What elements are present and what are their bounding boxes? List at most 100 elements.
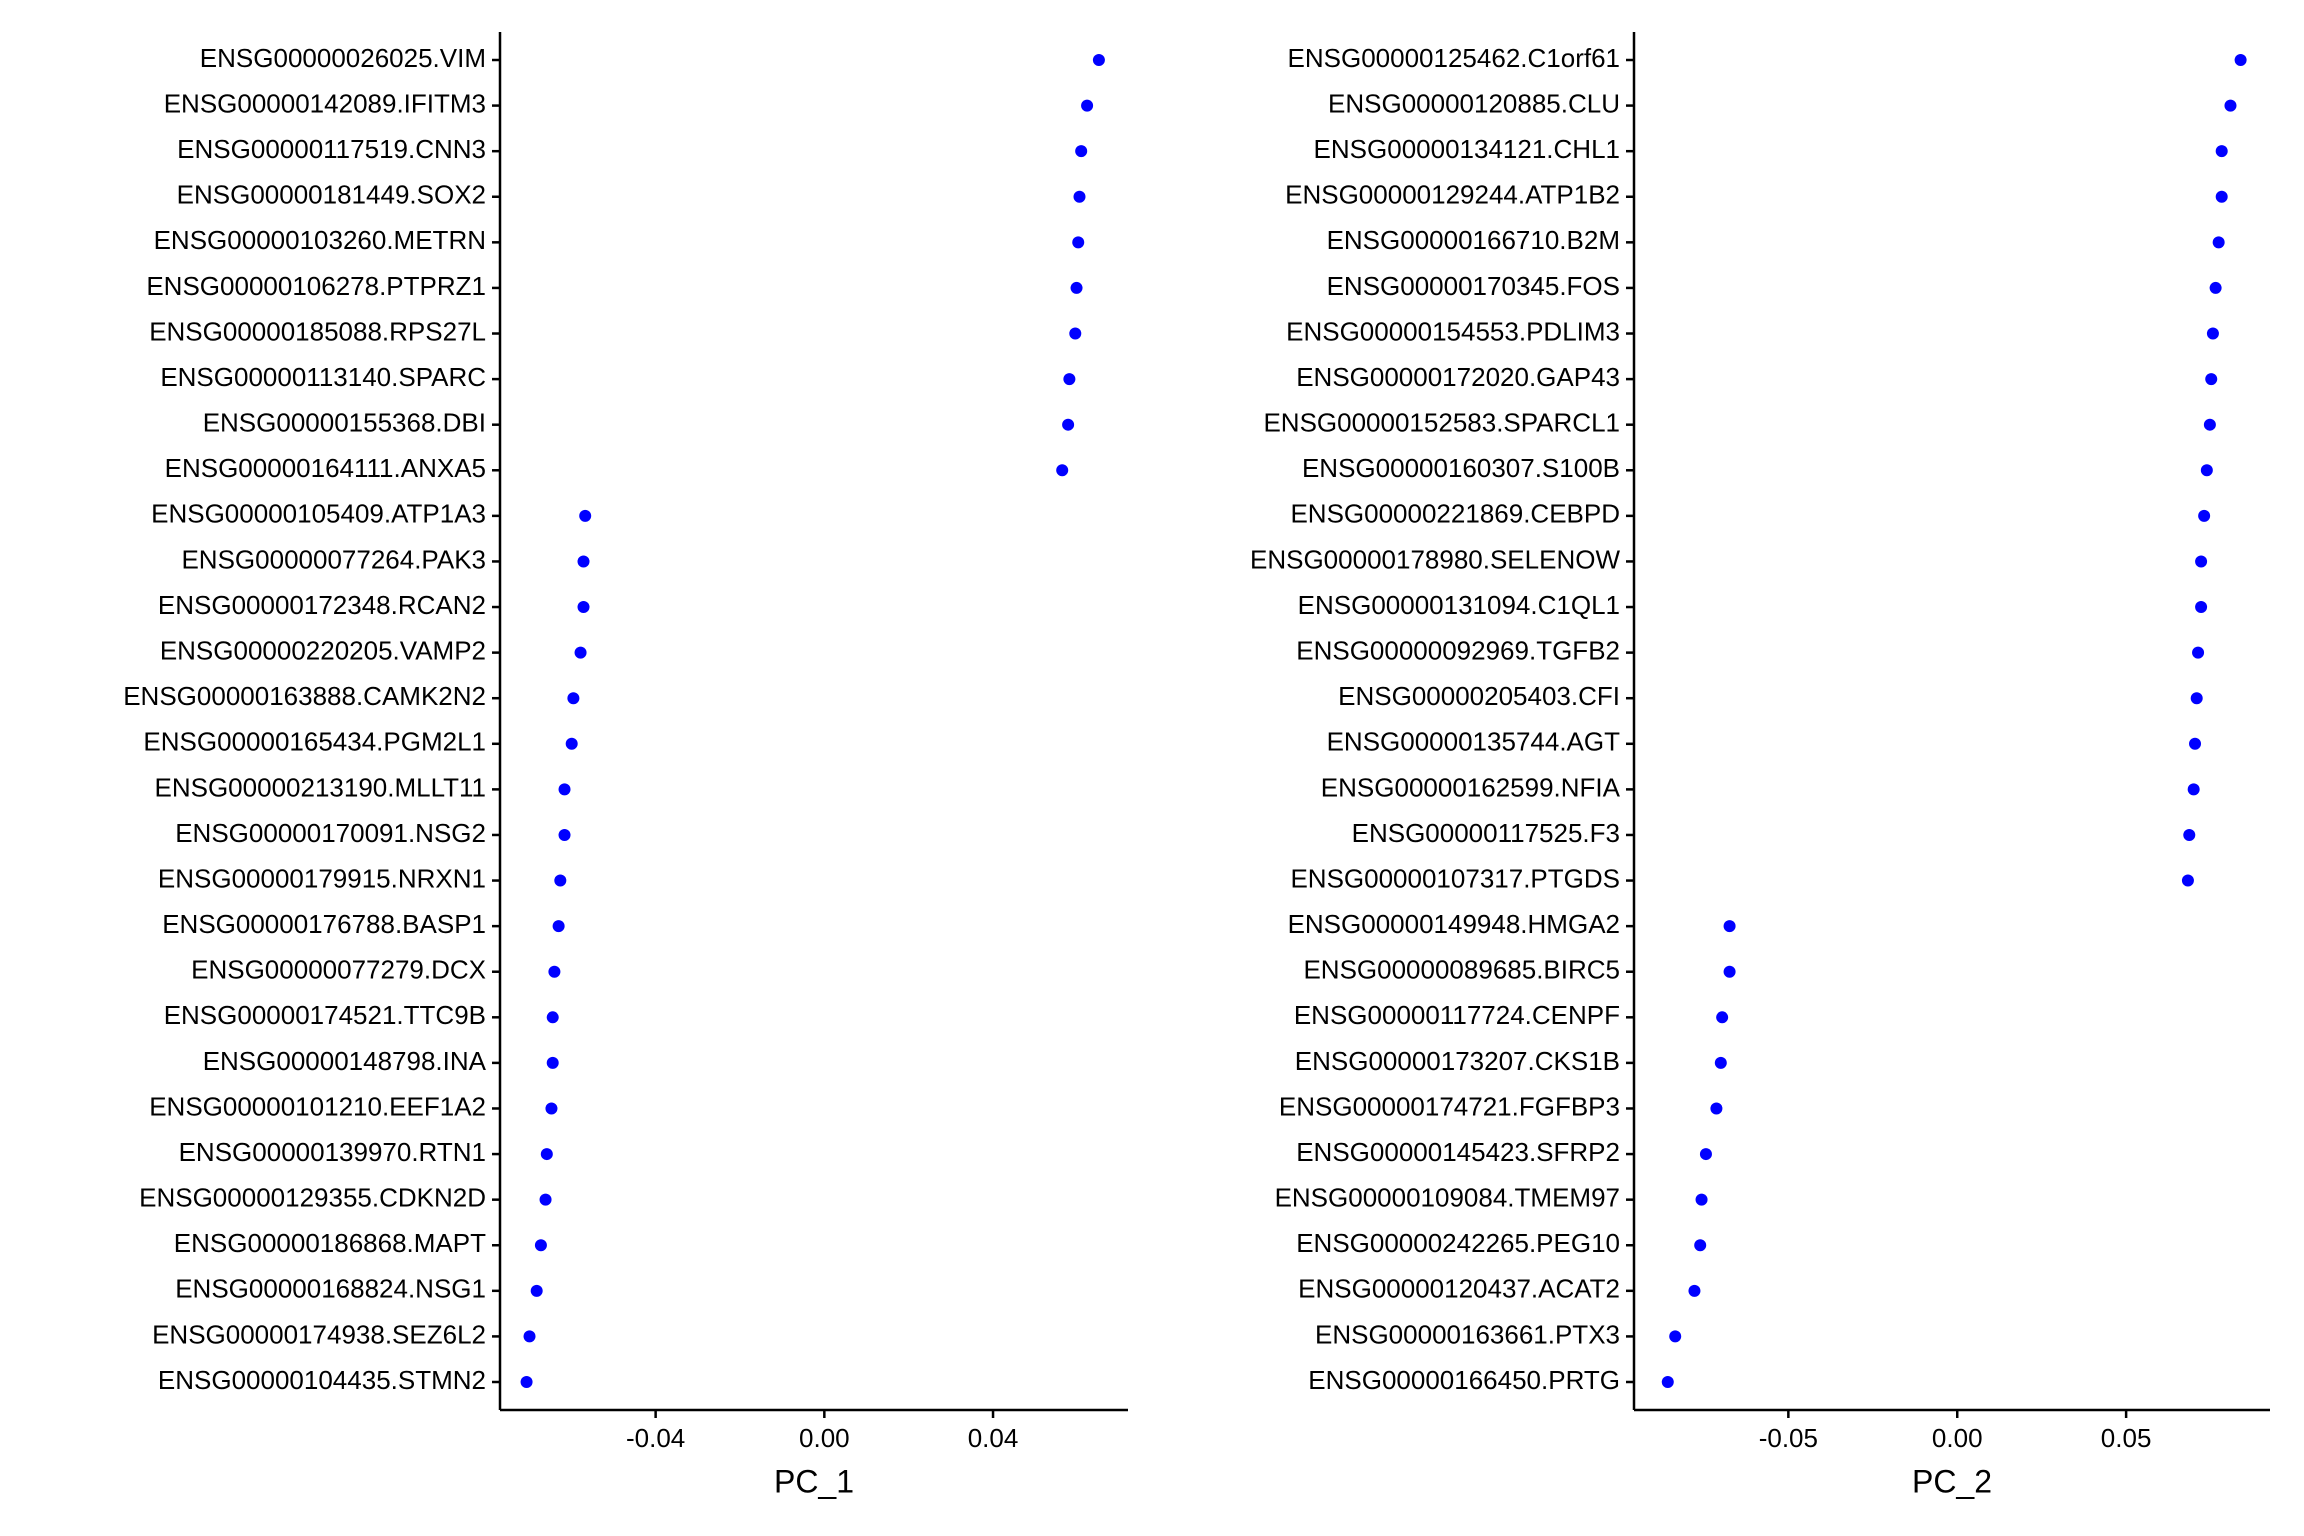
y-tick-label: ENSG00000149948.HMGA2 xyxy=(1288,909,1620,939)
x-tick-label: 0.05 xyxy=(2101,1423,2152,1453)
dot xyxy=(554,874,567,887)
y-tick-label: ENSG00000125462.C1orf61 xyxy=(1288,43,1620,73)
y-tick-label: ENSG00000163661.PTX3 xyxy=(1315,1319,1620,1349)
y-tick-label: ENSG00000170091.NSG2 xyxy=(175,818,486,848)
y-tick-label: ENSG00000165434.PGM2L1 xyxy=(143,727,486,757)
dot xyxy=(2183,828,2196,841)
dot xyxy=(2187,783,2200,796)
x-tick-label: 0.00 xyxy=(799,1423,850,1453)
x-tick-label: -0.05 xyxy=(1759,1423,1818,1453)
y-tick-label: ENSG00000107317.PTGDS xyxy=(1290,863,1620,893)
x-tick-label: 0.04 xyxy=(968,1423,1019,1453)
dot xyxy=(1714,1056,1727,1069)
dot xyxy=(2205,373,2218,386)
y-tick-label: ENSG00000105409.ATP1A3 xyxy=(151,499,486,529)
dot xyxy=(1073,190,1086,203)
y-tick-label: ENSG00000221869.CEBPD xyxy=(1290,499,1620,529)
y-tick-label: ENSG00000176788.BASP1 xyxy=(162,909,486,939)
y-tick-label: ENSG00000129244.ATP1B2 xyxy=(1285,180,1620,210)
dot xyxy=(545,1102,558,1115)
dot xyxy=(520,1376,533,1388)
y-tick-label: ENSG00000104435.STMN2 xyxy=(158,1365,486,1395)
dot xyxy=(1695,1193,1708,1206)
dot xyxy=(539,1193,552,1206)
y-tick-label: ENSG00000135744.AGT xyxy=(1327,727,1621,757)
y-tick-label: ENSG00000174721.FGFBP3 xyxy=(1279,1091,1620,1121)
y-tick-label: ENSG00000213190.MLLT11 xyxy=(155,772,487,802)
y-tick-label: ENSG00000077279.DCX xyxy=(191,955,486,985)
y-tick-label: ENSG00000242265.PEG10 xyxy=(1296,1228,1620,1258)
dot xyxy=(534,1239,547,1252)
y-tick-label: ENSG00000026025.VIM xyxy=(200,43,486,73)
y-tick-label: ENSG00000120437.ACAT2 xyxy=(1298,1274,1620,1304)
dot xyxy=(567,692,580,705)
y-tick-label: ENSG00000162599.NFIA xyxy=(1321,772,1621,802)
dot xyxy=(2181,874,2194,887)
dot xyxy=(548,965,561,978)
dot xyxy=(1669,1330,1682,1343)
dot xyxy=(2206,327,2219,340)
dot xyxy=(1070,281,1083,294)
dot xyxy=(1661,1376,1674,1388)
y-tick-label: ENSG00000077264.PAK3 xyxy=(181,544,486,574)
dot xyxy=(546,1056,559,1069)
y-tick-label: ENSG00000142089.IFITM3 xyxy=(164,88,486,118)
dot xyxy=(2195,601,2208,614)
y-tick-label: ENSG00000089685.BIRC5 xyxy=(1303,955,1620,985)
y-tick-label: ENSG00000173207.CKS1B xyxy=(1295,1046,1620,1076)
y-tick-label: ENSG00000131094.C1QL1 xyxy=(1298,590,1620,620)
dot xyxy=(2215,190,2228,203)
y-tick-label: ENSG00000186868.MAPT xyxy=(174,1228,486,1258)
y-tick-label: ENSG00000109084.TMEM97 xyxy=(1275,1183,1620,1213)
dot xyxy=(1710,1102,1723,1115)
dot xyxy=(2212,236,2225,249)
y-tick-label: ENSG00000174938.SEZ6L2 xyxy=(152,1319,486,1349)
y-tick-label: ENSG00000101210.EEF1A2 xyxy=(149,1091,486,1121)
dot xyxy=(2234,54,2247,66)
y-tick-label: ENSG00000134121.CHL1 xyxy=(1314,134,1620,164)
y-tick-label: ENSG00000178980.SELENOW xyxy=(1250,544,1620,574)
y-tick-label: ENSG00000166710.B2M xyxy=(1327,225,1620,255)
y-tick-label: ENSG00000172348.RCAN2 xyxy=(158,590,486,620)
dot xyxy=(2190,692,2203,705)
x-tick-label: -0.04 xyxy=(626,1423,685,1453)
y-tick-label: ENSG00000148798.INA xyxy=(203,1046,487,1076)
dot xyxy=(1062,418,1075,431)
dot xyxy=(565,737,578,750)
y-tick-label: ENSG00000117724.CENPF xyxy=(1294,1000,1620,1030)
y-tick-label: ENSG00000179915.NRXN1 xyxy=(158,863,486,893)
x-axis-title: PC_2 xyxy=(1912,1463,1992,1499)
y-tick-label: ENSG00000170345.FOS xyxy=(1327,271,1620,301)
y-tick-label: ENSG00000220205.VAMP2 xyxy=(160,635,486,665)
y-tick-label: ENSG00000145423.SFRP2 xyxy=(1296,1137,1620,1167)
dot xyxy=(558,783,571,796)
dot xyxy=(1056,464,1069,477)
dot xyxy=(1694,1239,1707,1252)
dot xyxy=(1688,1284,1701,1297)
y-tick-label: ENSG00000172020.GAP43 xyxy=(1296,362,1620,392)
dot xyxy=(2195,555,2208,568)
dot xyxy=(1075,145,1088,158)
dot xyxy=(1072,236,1085,249)
y-tick-label: ENSG00000113140.SPARC xyxy=(160,362,486,392)
dot xyxy=(2203,418,2216,431)
dot xyxy=(577,555,590,568)
y-tick-label: ENSG00000117525.F3 xyxy=(1352,818,1620,848)
dot xyxy=(2198,509,2211,522)
x-tick-label: 0.00 xyxy=(1932,1423,1983,1453)
dot xyxy=(2192,646,2205,659)
y-tick-label: ENSG00000154553.PDLIM3 xyxy=(1286,316,1620,346)
dot xyxy=(1716,1011,1729,1024)
y-tick-label: ENSG00000181449.SOX2 xyxy=(177,180,486,210)
dot xyxy=(546,1011,559,1024)
dot xyxy=(2200,464,2213,477)
y-tick-label: ENSG00000106278.PTPRZ1 xyxy=(146,271,486,301)
dot xyxy=(1699,1148,1712,1161)
dot xyxy=(2209,281,2222,294)
dot xyxy=(2189,737,2202,750)
dot xyxy=(1063,373,1076,386)
y-tick-label: ENSG00000155368.DBI xyxy=(203,408,486,438)
dot xyxy=(1092,54,1105,66)
y-tick-label: ENSG00000129355.CDKN2D xyxy=(139,1183,486,1213)
